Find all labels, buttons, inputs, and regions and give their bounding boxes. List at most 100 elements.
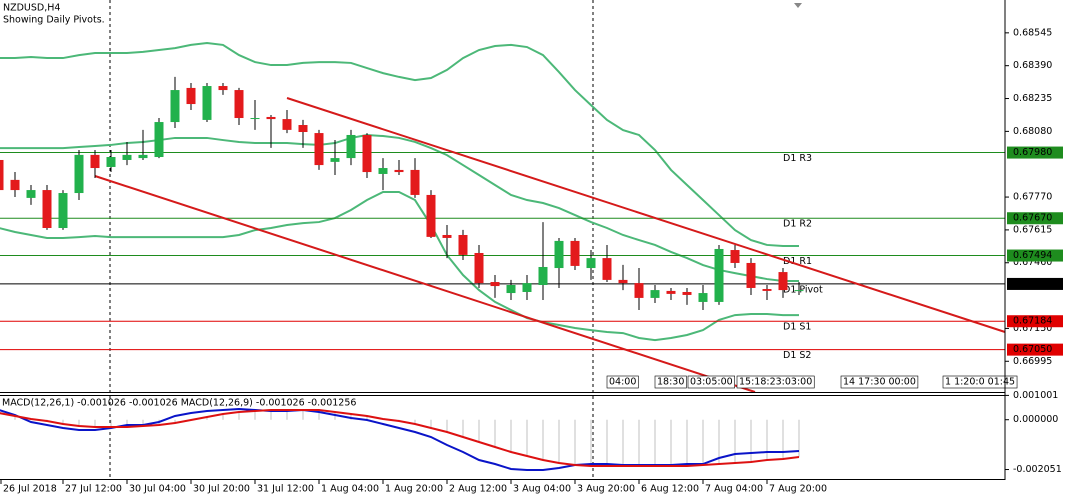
- candle-body: [138, 154, 148, 159]
- candle-body: [586, 258, 596, 269]
- candle-body: [10, 179, 20, 191]
- y-tick-label: 0.67770: [1013, 192, 1052, 203]
- price-box: [1007, 249, 1063, 262]
- session-box: [606, 375, 639, 389]
- candle-body: [42, 190, 52, 228]
- y-tick-label: 0.68390: [1013, 60, 1052, 71]
- candle-body: [714, 248, 724, 302]
- pivot-name: D1 Pivot: [783, 284, 823, 295]
- session-box: [840, 375, 919, 389]
- candle-body: [90, 154, 100, 169]
- price-box-label: 0.67670: [1013, 213, 1052, 224]
- session-label: 15:18:23:03:00: [739, 377, 812, 388]
- x-tick-label: 2 Aug 12:00: [449, 484, 507, 495]
- x-tick-label: 26 Jul 2018: [3, 484, 57, 495]
- candle-body: [74, 154, 84, 194]
- x-tick-label: 7 Aug 20:00: [769, 484, 827, 495]
- pivot-name: D1 R2: [783, 219, 812, 230]
- candle-body: [0, 159, 4, 191]
- candle-body: [346, 134, 356, 159]
- session-box: [654, 375, 687, 389]
- pivot-name: D1 R3: [783, 153, 812, 164]
- x-tick-label: 3 Aug 20:00: [577, 484, 635, 495]
- macd-line: [0, 409, 800, 468]
- candle-body: [490, 282, 500, 287]
- candle-body: [218, 86, 228, 91]
- session-label: 03:05:00: [690, 377, 733, 388]
- candle-body: [570, 240, 580, 266]
- price-box-label: 0.67494: [1013, 250, 1052, 261]
- session-box: [942, 375, 1018, 389]
- candle-body: [154, 122, 164, 158]
- price-box-label: 0.67360: [1013, 278, 1052, 289]
- session-box: [736, 375, 815, 389]
- candle-body: [554, 240, 564, 269]
- pivot-name: D1 S2: [783, 350, 811, 361]
- price-box: [1007, 277, 1063, 290]
- candle-body: [618, 279, 628, 284]
- y-tick-label: 0.68545: [1013, 27, 1052, 38]
- y-tick-label: 0.67615: [1013, 224, 1052, 235]
- x-tick-label: 6 Aug 12:00: [641, 484, 699, 495]
- candle-body: [762, 289, 772, 291]
- candle-body: [266, 116, 276, 120]
- price-box: [1007, 212, 1063, 225]
- x-tick-label: 30 Jul 20:00: [193, 484, 250, 495]
- y-tick-label: 0.000000: [1013, 414, 1058, 425]
- band-line: [0, 190, 799, 342]
- candle-body: [234, 90, 244, 119]
- price-box-label: 0.67980: [1013, 147, 1052, 158]
- candle-body: [730, 250, 740, 263]
- candle-body: [666, 290, 676, 294]
- session-label: 18:30: [657, 377, 684, 388]
- y-tick-label: 0.68080: [1013, 126, 1052, 137]
- candle-body: [106, 157, 116, 167]
- macd-title: MACD(12,26,1) -0.001026 -0.001026 MACD(1…: [2, 398, 356, 409]
- band-line: [0, 42, 799, 248]
- candle-body: [202, 86, 212, 120]
- candle-body: [602, 258, 612, 280]
- session-box: [687, 375, 735, 389]
- session-label: 1 1:20:0 01:45: [945, 377, 1015, 388]
- x-tick-label: 30 Jul 04:00: [129, 484, 186, 495]
- x-tick-label: 31 Jul 12:00: [257, 484, 314, 495]
- candle-body: [650, 290, 660, 298]
- session-label: 04:00: [609, 377, 636, 388]
- candle-body: [58, 193, 68, 228]
- candle-body: [794, 290, 804, 292]
- price-box-label: 0.67050: [1013, 344, 1052, 355]
- candle-body: [122, 154, 132, 160]
- price-box: [1007, 315, 1063, 328]
- candle-body: [698, 293, 708, 302]
- x-tick-label: 3 Aug 04:00: [513, 484, 571, 495]
- y-tick-label: 0.68235: [1013, 93, 1052, 104]
- candle-body: [362, 134, 372, 173]
- x-tick-label: 1 Aug 04:00: [321, 484, 379, 495]
- candle-body: [314, 133, 324, 166]
- candle-body: [778, 272, 788, 291]
- x-tick-label: 7 Aug 04:00: [705, 484, 763, 495]
- x-tick-label: 1 Aug 20:00: [385, 484, 443, 495]
- candle-body: [282, 119, 292, 130]
- candle-body: [442, 234, 452, 238]
- candle-body: [26, 190, 36, 198]
- candle-body: [458, 234, 468, 255]
- session-label: 14 17:30 00:00: [843, 377, 916, 388]
- candle-body: [394, 169, 404, 173]
- trend-line: [286, 97, 1006, 333]
- y-tick-label: 0.001001: [1013, 390, 1058, 401]
- price-box-label: 0.67184: [1013, 316, 1052, 327]
- candle-body: [634, 283, 644, 298]
- y-tick-label: -0.002051: [1013, 464, 1062, 475]
- candle-body: [250, 118, 260, 120]
- candle-body: [298, 125, 308, 133]
- pivot-name: D1 R1: [783, 256, 812, 267]
- candle-body: [378, 168, 388, 174]
- candle-body: [746, 262, 756, 288]
- y-tick-label: 0.67460: [1013, 257, 1052, 268]
- trend-line: [94, 175, 756, 393]
- chart-subtitle: Showing Daily Pivots.: [3, 15, 105, 26]
